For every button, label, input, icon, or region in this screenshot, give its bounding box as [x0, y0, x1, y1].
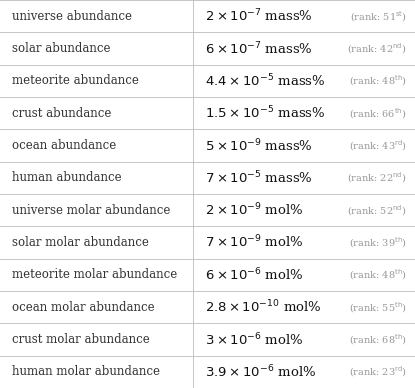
Text: ocean abundance: ocean abundance	[12, 139, 116, 152]
Text: meteorite abundance: meteorite abundance	[12, 74, 139, 87]
Text: (rank: 39$^{\mathrm{th}}$): (rank: 39$^{\mathrm{th}}$)	[349, 235, 407, 250]
Text: solar abundance: solar abundance	[12, 42, 110, 55]
Text: (rank: 48$^{\mathrm{th}}$): (rank: 48$^{\mathrm{th}}$)	[349, 73, 407, 88]
Text: $3.9\times10^{-6}$ mol%: $3.9\times10^{-6}$ mol%	[205, 364, 317, 380]
Text: $6\times10^{-7}$ mass%: $6\times10^{-7}$ mass%	[205, 40, 313, 57]
Text: crust molar abundance: crust molar abundance	[12, 333, 149, 346]
Text: meteorite molar abundance: meteorite molar abundance	[12, 268, 177, 281]
Text: human abundance: human abundance	[12, 171, 121, 184]
Text: $2\times10^{-7}$ mass%: $2\times10^{-7}$ mass%	[205, 8, 313, 24]
Text: $7\times10^{-5}$ mass%: $7\times10^{-5}$ mass%	[205, 170, 313, 186]
Text: (rank: 48$^{\mathrm{th}}$): (rank: 48$^{\mathrm{th}}$)	[349, 267, 407, 282]
Text: crust abundance: crust abundance	[12, 107, 111, 120]
Text: $1.5\times10^{-5}$ mass%: $1.5\times10^{-5}$ mass%	[205, 105, 326, 121]
Text: universe abundance: universe abundance	[12, 10, 132, 23]
Text: $7\times10^{-9}$ mol%: $7\times10^{-9}$ mol%	[205, 234, 304, 251]
Text: $6\times10^{-6}$ mol%: $6\times10^{-6}$ mol%	[205, 267, 304, 283]
Text: (rank: 51$^{\mathrm{st}}$): (rank: 51$^{\mathrm{st}}$)	[350, 9, 407, 24]
Text: solar molar abundance: solar molar abundance	[12, 236, 149, 249]
Text: $2\times10^{-9}$ mol%: $2\times10^{-9}$ mol%	[205, 202, 304, 218]
Text: (rank: 66$^{\mathrm{th}}$): (rank: 66$^{\mathrm{th}}$)	[349, 106, 407, 121]
Text: $2.8\times10^{-10}$ mol%: $2.8\times10^{-10}$ mol%	[205, 299, 322, 315]
Text: (rank: 43$^{\mathrm{rd}}$): (rank: 43$^{\mathrm{rd}}$)	[349, 138, 407, 153]
Text: (rank: 22$^{\mathrm{nd}}$): (rank: 22$^{\mathrm{nd}}$)	[347, 170, 407, 185]
Text: (rank: 55$^{\mathrm{th}}$): (rank: 55$^{\mathrm{th}}$)	[349, 300, 407, 315]
Text: $3\times10^{-6}$ mol%: $3\times10^{-6}$ mol%	[205, 331, 304, 348]
Text: (rank: 52$^{\mathrm{nd}}$): (rank: 52$^{\mathrm{nd}}$)	[347, 203, 407, 218]
Text: (rank: 23$^{\mathrm{rd}}$): (rank: 23$^{\mathrm{rd}}$)	[349, 364, 407, 379]
Text: universe molar abundance: universe molar abundance	[12, 204, 170, 217]
Text: (rank: 68$^{\mathrm{th}}$): (rank: 68$^{\mathrm{th}}$)	[349, 332, 407, 347]
Text: ocean molar abundance: ocean molar abundance	[12, 301, 154, 314]
Text: $5\times10^{-9}$ mass%: $5\times10^{-9}$ mass%	[205, 137, 313, 154]
Text: (rank: 42$^{\mathrm{nd}}$): (rank: 42$^{\mathrm{nd}}$)	[347, 41, 407, 56]
Text: $4.4\times10^{-5}$ mass%: $4.4\times10^{-5}$ mass%	[205, 73, 326, 89]
Text: human molar abundance: human molar abundance	[12, 365, 160, 378]
